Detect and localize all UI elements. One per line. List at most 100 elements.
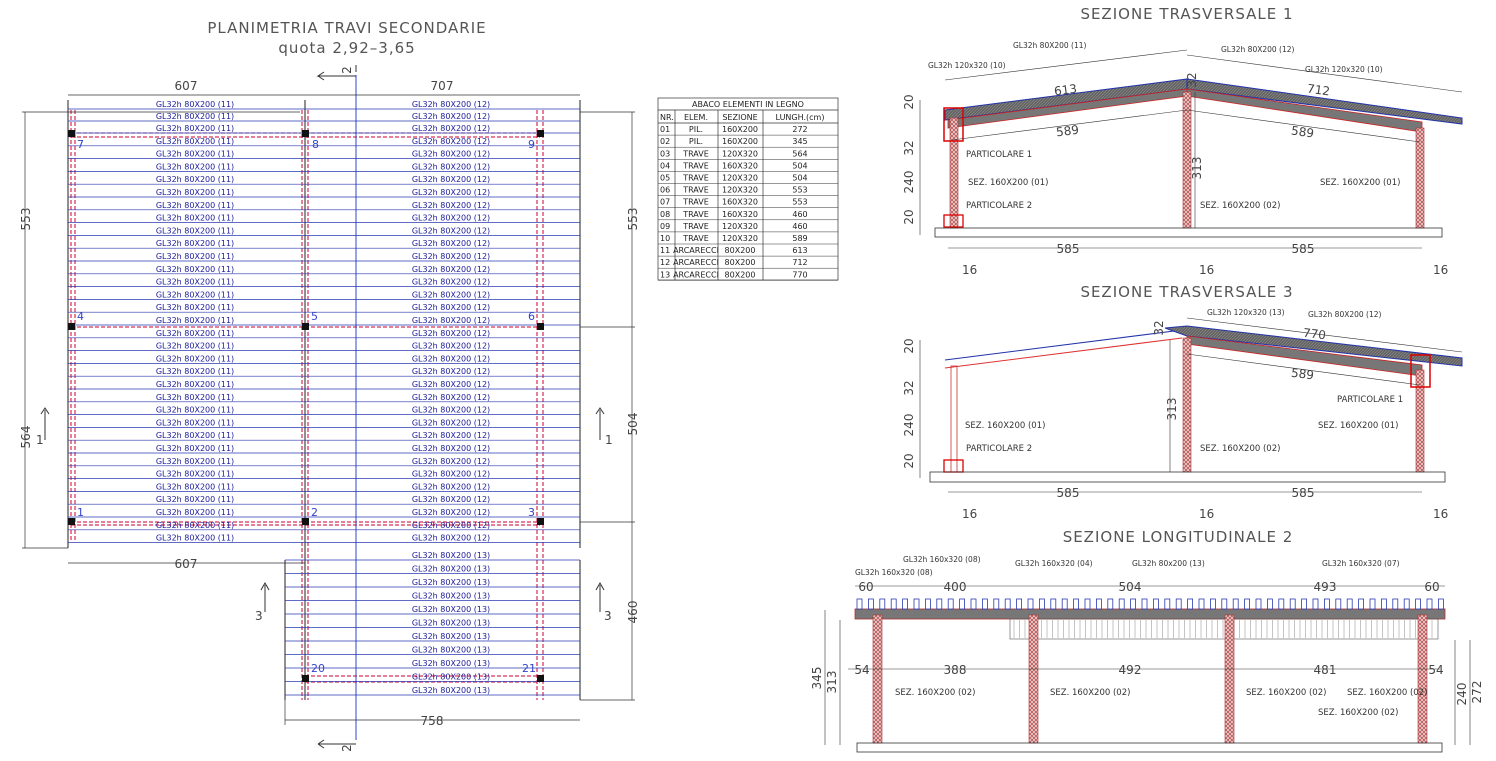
table-cell: 345 [792,137,807,146]
purlin-label-left: GL32h 80X200 (11) [156,175,234,184]
sez1-particolare-1: PARTICOLARE 1 [966,150,1032,160]
purlin-label-right: GL32h 80X200 (12) [412,214,490,223]
sez1-sez-02: SEZ. 160X200 (02) [1200,201,1280,211]
purlin-label-left: GL32h 80X200 (11) [156,290,234,299]
sez2-dim-54b: 54 [1428,663,1443,677]
purlin-label-left: GL32h 80X200 (11) [156,482,234,491]
sez2-note-5: SEZ. 160X200 (02) [1318,708,1398,718]
sez3-dim-32b: 32 [902,380,916,395]
sez1-dim-585a: 585 [1057,242,1080,256]
joist-section [1244,598,1250,610]
purlin-label-left: GL32h 80X200 (11) [156,367,234,376]
purlin-label-left: GL32h 80X200 (11) [156,457,234,466]
plan-columns [68,130,544,682]
table-cell: 564 [792,149,807,158]
joist-section [1004,598,1011,610]
table-cell: TRAVE [682,149,709,158]
sez3-label-b: GL32h 80X200 (12) [1308,310,1382,319]
sez1-dim-16c: 16 [1433,263,1448,277]
table-cell: 160X320 [722,210,758,219]
sez3-dim-589: 589 [1290,366,1314,383]
table-header-lungh: LUNGH.(cm) [776,113,825,122]
table-cell: TRAVE [682,234,709,243]
sez1-dim-240: 240 [902,171,916,194]
purlin-label-left: GL32h 80X200 (11) [156,393,234,402]
purlin-label-right: GL32h 80X200 (12) [412,137,490,146]
sez3-dim-313: 313 [1165,398,1179,421]
joist-section [1381,598,1387,610]
sez1-dim-32b: 32 [902,140,916,155]
table-cell: TRAVE [682,222,709,231]
purlin-label-right: GL32h 80X200 (12) [412,534,490,543]
joist-section [1415,598,1421,610]
purlin-label-right: GL32h 80X200 (12) [412,482,490,491]
purlin-label-left: GL32h 80X200 (11) [156,380,234,389]
table-cell: PIL. [689,125,703,134]
plan-view: PLANIMETRIA TRAVI SECONDARIE quota 2,92–… [19,19,640,752]
joist-section [1027,598,1034,610]
joist-section [902,598,908,610]
sez1-dim-585b: 585 [1292,242,1315,256]
sez1-sez-01a: SEZ. 160X200 (01) [968,178,1048,188]
section-mark-2-top: 2 [340,66,354,74]
purlin-label-lower: GL32h 80X200 (13) [412,646,490,655]
plan-subtitle: quota 2,92–3,65 [278,39,415,57]
sez1-dim-613: 613 [1053,82,1077,99]
sez2-note-2: SEZ. 160X200 (02) [1050,688,1130,698]
purlin-label-right: GL32h 80X200 (12) [412,150,490,159]
joist-section [1187,598,1193,610]
joist-section [1153,598,1159,610]
purlin-label-right: GL32h 80X200 (12) [412,124,490,133]
section-mark-3-right: 3 [604,609,612,623]
sez1-label-a: GL32h 120x320 (10) [928,61,1006,70]
purlin-label-left: GL32h 80X200 (11) [156,252,234,261]
purlin-label-left: GL32h 80X200 (11) [156,303,234,312]
table-cell: 10 [660,234,670,243]
purlin-label-right: GL32h 80X200 (12) [412,418,490,427]
table-cell: TRAVE [682,161,709,170]
sez2-note-4: SEZ. 160X200 (02) [1347,688,1427,698]
sez2-dim-60b: 60 [1424,580,1439,594]
table-cell: 120X320 [722,234,758,243]
column-6 [537,323,544,330]
purlin-label-right: GL32h 80X200 (12) [412,278,490,287]
column-2 [302,518,309,525]
column-20 [302,675,309,682]
column-3 [537,518,544,525]
sez3-sez-01b: SEZ. 160X200 (01) [1318,421,1398,431]
table-cell: 120X320 [722,149,758,158]
sez2-note-3: SEZ. 160X200 (02) [1246,688,1326,698]
sez1-dim-20a: 20 [902,94,916,109]
table-cell: 07 [660,198,670,207]
purlin-label-right: GL32h 80X200 (12) [412,316,490,325]
column-9 [537,130,544,137]
purlin-label-left: GL32h 80X200 (11) [156,342,234,351]
purlin-label-left: GL32h 80X200 (11) [156,534,234,543]
purlin-label-left: GL32h 80X200 (11) [156,188,234,197]
section-mark-1-left: 1 [36,433,44,447]
sez3-dim-240: 240 [902,414,916,437]
purlin-label-left: GL32h 80X200 (11) [156,150,234,159]
table-cell: 272 [792,125,807,134]
sez3-dim-16a: 16 [962,507,977,521]
purlin-label-lower: GL32h 80X200 (13) [412,605,490,614]
purlin-label-left: GL32h 80X200 (11) [156,124,234,133]
sez1-dim-589a: 589 [1055,123,1079,140]
sez1-sez-01b: SEZ. 160X200 (01) [1320,178,1400,188]
sez3-dim-16b: 16 [1199,507,1214,521]
table-cell: 460 [792,222,807,231]
purlin-label-left: GL32h 80X200 (11) [156,316,234,325]
purlin-label-lower: GL32h 80X200 (13) [412,632,490,641]
purlin-label-right: GL32h 80X200 (12) [412,100,490,109]
purlin-label-left: GL32h 80X200 (11) [156,329,234,338]
joist-section [1073,598,1079,610]
node-6: 6 [528,310,535,323]
sez2-title: SEZIONE LONGITUDINALE 2 [1063,528,1294,546]
purlin-label-right: GL32h 80X200 (12) [412,508,490,517]
purlin-label-right: GL32h 80X200 (12) [412,201,490,210]
joist-section [1107,598,1114,610]
purlin-label-right: GL32h 80X200 (12) [412,252,490,261]
node-21: 21 [522,662,536,675]
table-header-nr: NR. [660,113,674,122]
